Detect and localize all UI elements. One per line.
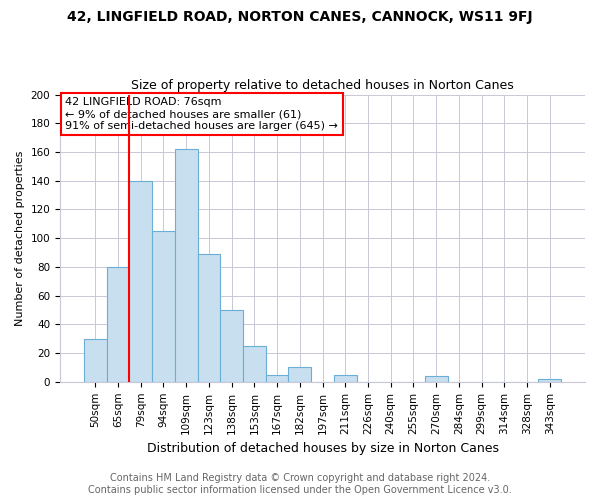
Title: Size of property relative to detached houses in Norton Canes: Size of property relative to detached ho… [131,79,514,92]
Bar [289,368,311,382]
Bar [538,379,561,382]
Bar [107,267,130,382]
Y-axis label: Number of detached properties: Number of detached properties [15,150,25,326]
Text: Contains HM Land Registry data © Crown copyright and database right 2024.
Contai: Contains HM Land Registry data © Crown c… [88,474,512,495]
Bar [175,149,197,382]
Bar [220,310,243,382]
Bar [152,231,175,382]
Bar [84,338,107,382]
Bar [243,346,266,382]
Text: 42 LINGFIELD ROAD: 76sqm
← 9% of detached houses are smaller (61)
91% of semi-de: 42 LINGFIELD ROAD: 76sqm ← 9% of detache… [65,98,338,130]
Bar [130,180,152,382]
Bar [425,376,448,382]
Bar [266,374,289,382]
Text: 42, LINGFIELD ROAD, NORTON CANES, CANNOCK, WS11 9FJ: 42, LINGFIELD ROAD, NORTON CANES, CANNOC… [67,10,533,24]
Bar [197,254,220,382]
X-axis label: Distribution of detached houses by size in Norton Canes: Distribution of detached houses by size … [146,442,499,455]
Bar [334,374,356,382]
